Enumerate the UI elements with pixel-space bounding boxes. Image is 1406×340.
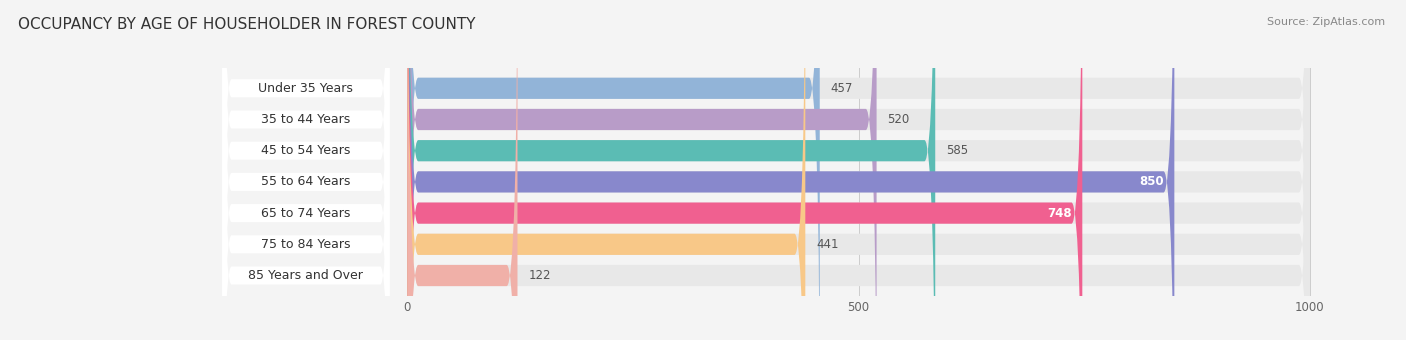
FancyBboxPatch shape	[408, 0, 1174, 340]
FancyBboxPatch shape	[222, 0, 389, 340]
FancyBboxPatch shape	[222, 0, 389, 340]
Text: 748: 748	[1047, 207, 1071, 220]
FancyBboxPatch shape	[222, 0, 389, 340]
FancyBboxPatch shape	[408, 0, 1309, 340]
FancyBboxPatch shape	[408, 0, 935, 340]
Text: 55 to 64 Years: 55 to 64 Years	[262, 175, 350, 188]
Text: 441: 441	[815, 238, 838, 251]
FancyBboxPatch shape	[408, 0, 517, 340]
FancyBboxPatch shape	[408, 0, 1309, 340]
FancyBboxPatch shape	[222, 0, 389, 340]
Text: 520: 520	[887, 113, 910, 126]
FancyBboxPatch shape	[408, 0, 876, 340]
FancyBboxPatch shape	[408, 0, 1309, 340]
Text: 35 to 44 Years: 35 to 44 Years	[262, 113, 350, 126]
Text: Source: ZipAtlas.com: Source: ZipAtlas.com	[1267, 17, 1385, 27]
FancyBboxPatch shape	[408, 0, 1309, 340]
FancyBboxPatch shape	[408, 0, 1309, 340]
FancyBboxPatch shape	[222, 0, 389, 340]
FancyBboxPatch shape	[408, 0, 1083, 340]
Text: 75 to 84 Years: 75 to 84 Years	[262, 238, 350, 251]
Text: 45 to 54 Years: 45 to 54 Years	[262, 144, 350, 157]
Text: 850: 850	[1139, 175, 1164, 188]
FancyBboxPatch shape	[408, 0, 1309, 340]
FancyBboxPatch shape	[222, 0, 389, 340]
FancyBboxPatch shape	[222, 0, 389, 340]
FancyBboxPatch shape	[408, 0, 820, 340]
Text: 457: 457	[831, 82, 853, 95]
FancyBboxPatch shape	[408, 0, 806, 340]
Text: OCCUPANCY BY AGE OF HOUSEHOLDER IN FOREST COUNTY: OCCUPANCY BY AGE OF HOUSEHOLDER IN FORES…	[18, 17, 475, 32]
Text: 585: 585	[946, 144, 969, 157]
Text: 122: 122	[529, 269, 551, 282]
FancyBboxPatch shape	[408, 0, 1309, 340]
Text: 85 Years and Over: 85 Years and Over	[249, 269, 363, 282]
Text: 65 to 74 Years: 65 to 74 Years	[262, 207, 350, 220]
Text: Under 35 Years: Under 35 Years	[259, 82, 353, 95]
